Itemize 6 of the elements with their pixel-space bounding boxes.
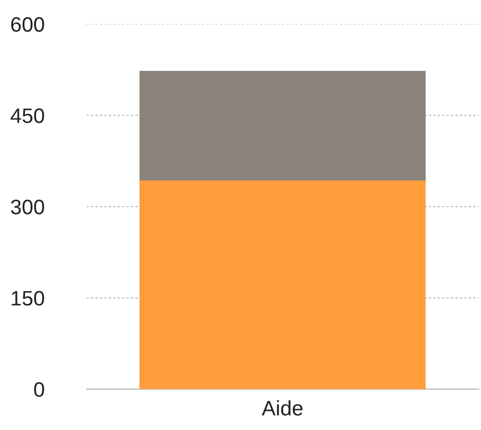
- y-tick-label: 300: [10, 200, 44, 214]
- y-tick-label: 600: [11, 17, 44, 32]
- y-tick-label: 0: [34, 382, 44, 397]
- x-tick-label: Aide: [262, 400, 303, 416]
- y-tick-label: 450: [10, 108, 44, 124]
- y-tick-label: 150: [12, 290, 44, 306]
